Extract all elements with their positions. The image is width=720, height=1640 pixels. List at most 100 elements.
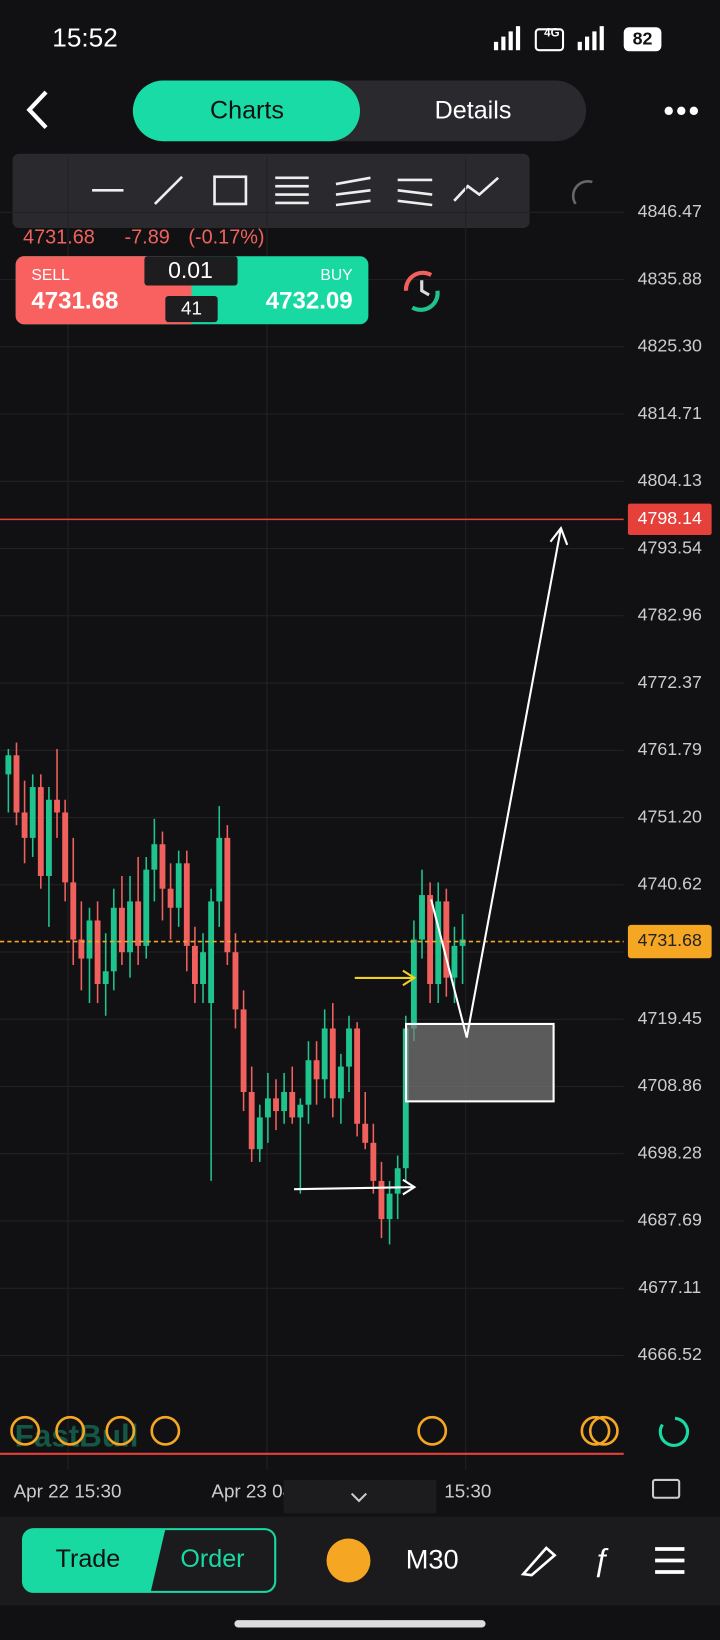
candle-body <box>94 920 101 984</box>
lot-size: 0.01 <box>168 257 213 283</box>
candle-body <box>410 939 417 1029</box>
candle-body <box>248 1091 255 1150</box>
collapse-icon[interactable] <box>350 1492 368 1503</box>
y-tick-label: 4666.52 <box>638 1344 702 1364</box>
candle-body <box>5 755 12 775</box>
y-tick-label: 4708.86 <box>638 1075 702 1095</box>
tab[interactable]: Details <box>435 97 512 125</box>
candle-body <box>394 1168 401 1194</box>
candle-body <box>273 1098 279 1112</box>
candle-body <box>224 837 231 953</box>
candle-body <box>305 1060 312 1105</box>
quote-last: 4731.68 <box>23 227 95 249</box>
signal-icons <box>493 26 604 52</box>
candle-body <box>451 945 458 978</box>
candle-body <box>240 1009 247 1092</box>
y-tick-label: 4698.28 <box>638 1142 702 1162</box>
status-network: 4G <box>544 28 559 40</box>
candle-body <box>313 1060 320 1080</box>
candle-body <box>427 895 434 984</box>
candle-body <box>175 863 182 908</box>
drawing-toolbar <box>12 153 530 229</box>
candle-body <box>346 1028 352 1067</box>
candle-body <box>321 1028 328 1080</box>
candle-body <box>208 901 215 1004</box>
candle-body <box>337 1066 344 1099</box>
more-button[interactable] <box>664 106 699 116</box>
candle-body <box>37 787 44 876</box>
candle-body <box>29 787 36 838</box>
candle-body <box>354 1028 361 1124</box>
spread: 41 <box>181 298 202 319</box>
y-tick-label: 4804.13 <box>638 470 702 490</box>
candle-body <box>362 1123 369 1143</box>
gold-icon[interactable] <box>326 1538 371 1583</box>
candle-body <box>459 939 466 946</box>
candle-body <box>54 799 60 813</box>
candle-body <box>110 907 117 972</box>
candle-body <box>216 837 223 902</box>
candle-body <box>127 901 133 953</box>
y-tick-label: 4814.71 <box>638 403 702 423</box>
status-time: 15:52 <box>52 23 117 53</box>
quote-percent: (-0.17%) <box>188 227 264 249</box>
chart: 4846.47 4835.88 4825.30 4814.71 4804.13 4793.… <box>0 156 712 1501</box>
alert-label: 4798.14 <box>638 508 702 528</box>
tool-icons[interactable] <box>92 175 593 207</box>
layout-button[interactable] <box>651 1478 681 1499</box>
y-tick-label: 4677.11 <box>638 1277 701 1297</box>
y-tick-label: 4835.88 <box>638 268 702 288</box>
tab-active[interactable] <box>132 80 360 142</box>
candle-body <box>191 945 198 984</box>
candle-body <box>135 901 142 946</box>
tab[interactable]: Charts <box>210 97 284 125</box>
quote-change: -7.89 <box>125 227 170 249</box>
collapse-handle[interactable] <box>283 1479 437 1514</box>
candle-body <box>21 812 28 838</box>
candle-body <box>435 901 442 984</box>
sell-price: 4731.68 <box>31 288 118 315</box>
trade-button[interactable] <box>23 1529 166 1592</box>
sell-label: SELL <box>31 267 70 284</box>
candle-body <box>167 888 174 908</box>
candle-body <box>159 844 166 889</box>
y-tick-label: 4846.47 <box>638 201 702 221</box>
y-tick-label: 4740.62 <box>638 873 702 893</box>
candle-body <box>118 907 125 953</box>
buy-label: BUY <box>320 267 353 284</box>
x-tick-label: Apr 22 15:30 <box>14 1480 122 1501</box>
candle-body <box>143 869 150 946</box>
candle-body <box>256 1117 263 1150</box>
indicator-button[interactable]: ƒ <box>592 1542 609 1577</box>
candle-body <box>329 1028 336 1099</box>
buy-price: 4732.09 <box>266 288 353 315</box>
y-tick-label: 4772.37 <box>638 672 702 692</box>
draw-button[interactable] <box>520 1546 557 1577</box>
y-tick-label: 4825.30 <box>638 336 702 356</box>
order-label: Order <box>180 1545 244 1573</box>
event-markers <box>10 1415 619 1446</box>
y-tick-label: 4761.79 <box>638 739 702 759</box>
back-button[interactable] <box>26 90 48 130</box>
lot-box[interactable] <box>144 256 238 286</box>
candle-body <box>86 920 93 959</box>
candle-body <box>289 1091 296 1118</box>
menu-button[interactable] <box>655 1547 685 1574</box>
y-tick-label: 4751.20 <box>638 806 702 826</box>
candle-body <box>264 1098 271 1118</box>
candle-body <box>13 755 20 813</box>
candle-body <box>70 882 77 940</box>
battery-level: 82 <box>633 28 653 48</box>
reset-button[interactable] <box>658 1416 690 1447</box>
spread-box <box>165 295 218 323</box>
price-label: 4731.68 <box>638 930 702 950</box>
y-tick-label: 4793.54 <box>638 537 702 557</box>
candle-body <box>281 1091 288 1112</box>
price-label-box <box>627 924 712 959</box>
timeframe[interactable]: M30 <box>406 1544 459 1575</box>
refresh-clock[interactable] <box>403 270 440 312</box>
candle-body <box>200 952 206 984</box>
user-drawings <box>294 526 569 1196</box>
